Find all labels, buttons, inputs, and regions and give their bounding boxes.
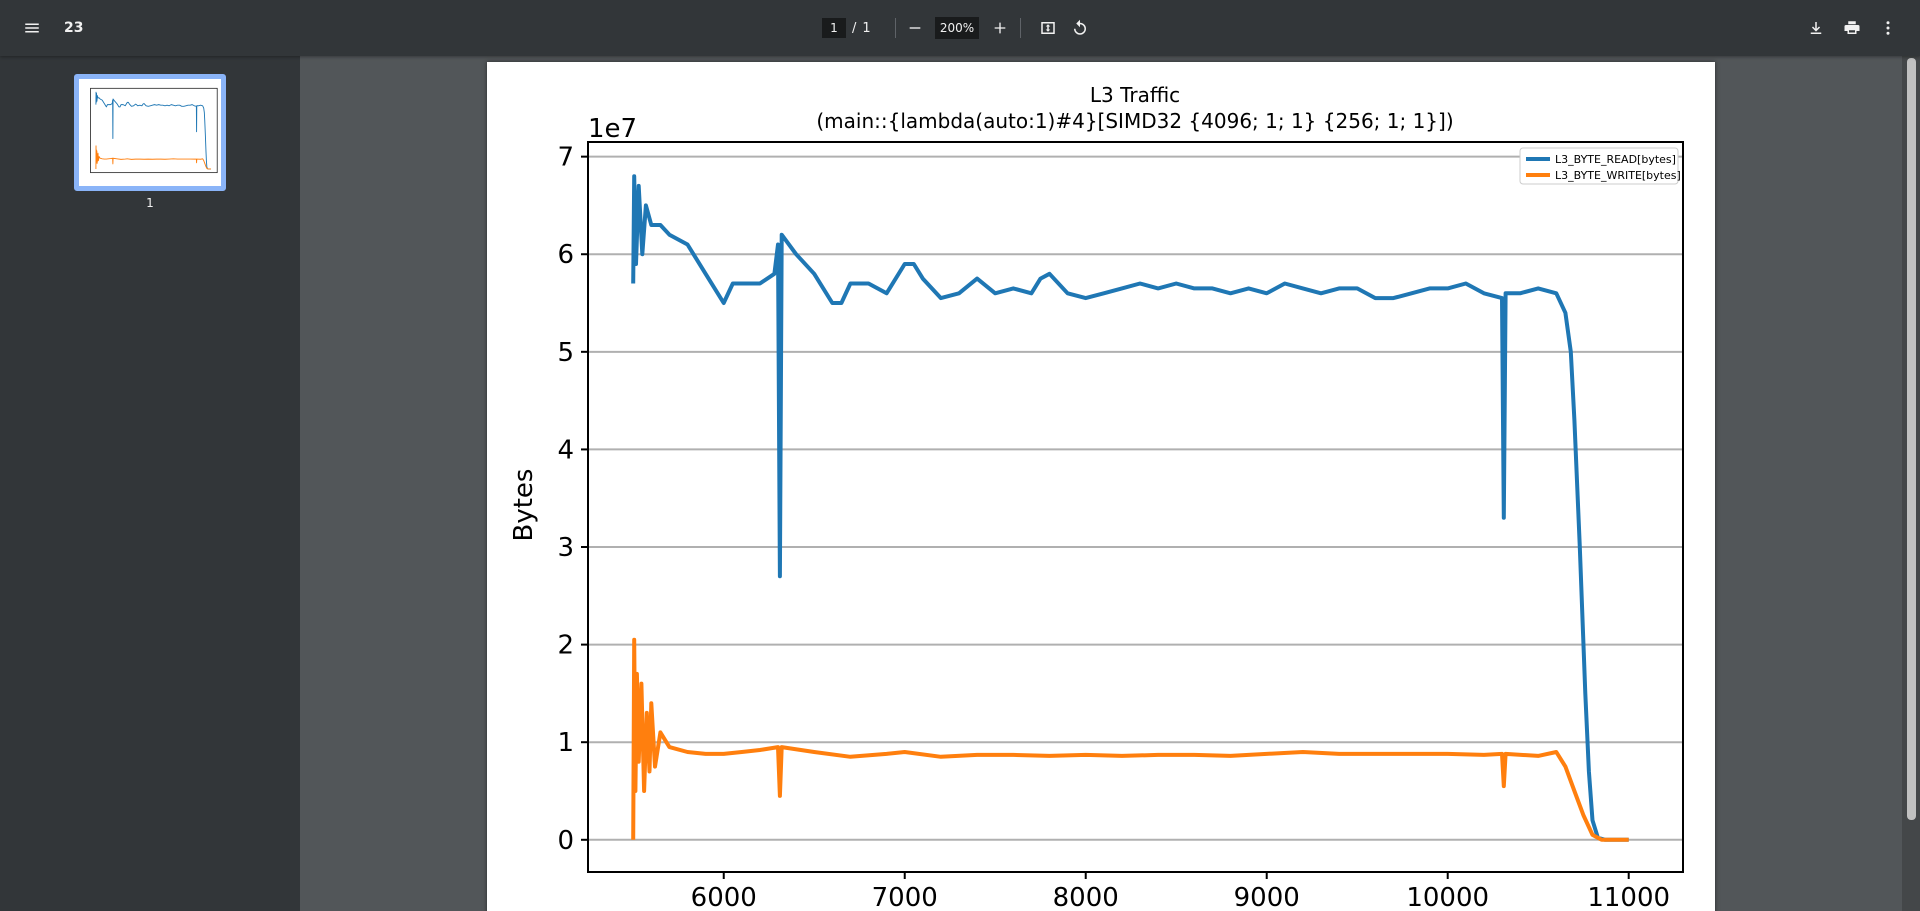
plot-series bbox=[631, 174, 1629, 842]
toolbar-divider bbox=[1020, 18, 1021, 38]
page-thumbnail[interactable] bbox=[74, 74, 226, 191]
rotate-icon bbox=[1074, 19, 1086, 35]
page-total: 1 bbox=[862, 20, 871, 36]
y-tick-label: 2 bbox=[557, 631, 574, 661]
thumbnail-preview bbox=[79, 79, 221, 186]
x-tick-label: 8000 bbox=[1053, 883, 1119, 911]
page-control: / 1 bbox=[822, 17, 871, 39]
fit-page-button[interactable] bbox=[1032, 12, 1064, 44]
thumbnail-series-line bbox=[95, 91, 212, 170]
series-line-write bbox=[631, 637, 1629, 842]
print-button[interactable] bbox=[1836, 12, 1868, 44]
page-separator: / bbox=[852, 20, 857, 36]
pdf-page: L3 Traffic (main::{lambda(auto:1)#4}[SIM… bbox=[487, 62, 1715, 911]
document-title: 23 bbox=[64, 20, 84, 36]
fit-page-icon bbox=[1041, 22, 1055, 34]
thumbnail-page-label: 1 bbox=[146, 196, 154, 210]
print-icon bbox=[1844, 21, 1860, 34]
plot-frame bbox=[587, 141, 1684, 873]
thumbnail-series-line bbox=[95, 145, 212, 170]
y-axis-ticks: 0 1 2 3 4 5 6 7 bbox=[557, 143, 588, 856]
x-tick-label: 10000 bbox=[1406, 883, 1489, 911]
zoom-out-button[interactable] bbox=[899, 12, 931, 44]
scrollbar-thumb[interactable] bbox=[1907, 58, 1916, 820]
y-tick-label: 7 bbox=[557, 143, 574, 173]
zoom-in-button[interactable] bbox=[984, 12, 1016, 44]
x-tick-label: 9000 bbox=[1234, 883, 1300, 911]
vertical-scrollbar[interactable] bbox=[1902, 56, 1920, 911]
legend-box bbox=[1519, 147, 1679, 185]
y-tick-label: 0 bbox=[557, 826, 574, 856]
y-axis-multiplier: 1e7 bbox=[588, 114, 637, 144]
download-button[interactable] bbox=[1800, 12, 1832, 44]
grid-lines bbox=[588, 155, 1683, 841]
page-number-input[interactable] bbox=[822, 18, 846, 38]
x-tick-label: 6000 bbox=[691, 883, 757, 911]
more-vert-icon bbox=[1886, 21, 1890, 35]
y-tick-label: 3 bbox=[557, 533, 574, 563]
menu-icon bbox=[25, 23, 39, 33]
thumbnail-sidebar: 1 bbox=[0, 56, 300, 911]
zoom-out-icon bbox=[909, 27, 921, 29]
more-actions-button[interactable] bbox=[1872, 12, 1904, 44]
menu-button[interactable] bbox=[16, 12, 48, 44]
chart-title: L3 Traffic bbox=[1090, 83, 1180, 107]
y-axis-label: Bytes bbox=[509, 469, 539, 542]
chart-subtitle: (main::{lambda(auto:1)#4}[SIMD32 {4096; … bbox=[816, 109, 1453, 133]
document-viewer: L3 Traffic (main::{lambda(auto:1)#4}[SIM… bbox=[300, 56, 1902, 911]
legend-label-read: L3_BYTE_READ[bytes] bbox=[1555, 153, 1676, 166]
y-tick-label: 5 bbox=[557, 338, 574, 368]
x-tick-label: 7000 bbox=[872, 883, 938, 911]
y-tick-label: 4 bbox=[557, 435, 574, 465]
chart-legend: L3_BYTE_READ[bytes] L3_BYTE_WRITE[bytes] bbox=[1519, 147, 1681, 185]
zoom-in-icon bbox=[994, 22, 1006, 34]
toolbar-divider bbox=[895, 18, 896, 38]
zoom-level-input[interactable] bbox=[935, 17, 979, 39]
download-icon bbox=[1810, 22, 1822, 34]
x-axis-ticks: 6000 7000 8000 9000 10000 11000 bbox=[691, 872, 1670, 911]
y-tick-label: 6 bbox=[557, 240, 574, 270]
y-tick-label: 1 bbox=[557, 728, 574, 758]
x-tick-label: 11000 bbox=[1587, 883, 1670, 911]
rotate-button[interactable] bbox=[1064, 12, 1096, 44]
legend-label-write: L3_BYTE_WRITE[bytes] bbox=[1555, 169, 1681, 182]
series-line-read bbox=[631, 174, 1629, 842]
pdf-toolbar: 23 / 1 bbox=[0, 0, 1920, 56]
line-chart: L3 Traffic (main::{lambda(auto:1)#4}[SIM… bbox=[509, 83, 1684, 911]
